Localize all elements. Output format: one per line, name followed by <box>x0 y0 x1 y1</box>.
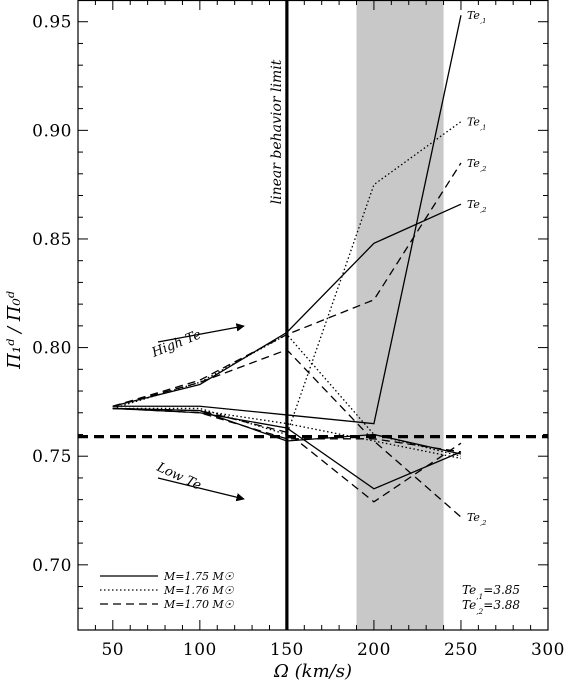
x-tick-label: 100 <box>183 640 217 660</box>
x-tick-label: 200 <box>357 640 391 660</box>
axis-labels: Ω (km/s) Π₁ᵈ / Π₀ᵈ <box>4 290 352 681</box>
series-line-dashed-10 <box>112 407 462 453</box>
x-axis-label: Ω (km/s) <box>273 661 352 681</box>
legend-label: M=1.70 M☉ <box>163 598 235 611</box>
y-tick-label: 0.80 <box>32 339 72 359</box>
y-tick-label: 0.90 <box>32 121 72 141</box>
linear-limit-label: linear behavior limit <box>269 59 285 204</box>
legend-label: M=1.76 M☉ <box>163 584 235 597</box>
high-te-label: High Te <box>149 327 204 361</box>
reference-lines: linear behavior limit <box>78 0 548 630</box>
low-te-arrow <box>157 477 245 502</box>
te1-value: Te,1=3.85 <box>462 583 520 601</box>
x-tick-label: 300 <box>531 640 565 660</box>
high-te-arrow <box>157 323 245 343</box>
legend: M=1.75 M☉M=1.76 M☉M=1.70 M☉ <box>100 570 235 611</box>
series-line-dotted-6 <box>112 407 462 460</box>
line-end-label: Te,2 <box>467 157 487 173</box>
low-te-label: Low Te <box>153 460 203 494</box>
x-tick-label: 150 <box>270 640 304 660</box>
shaded-band-rect <box>356 0 444 630</box>
legend-label: M=1.75 M☉ <box>163 570 235 583</box>
y-tick-label: 0.85 <box>32 230 72 250</box>
line-end-label: Te,2 <box>467 198 487 214</box>
series-line-dotted-5 <box>112 333 462 457</box>
annotations: Te,1 Te,1 Te,2 Te,2 Te,2 High Te Low Te Te,1=3.… <box>149 9 520 615</box>
shaded-band <box>356 0 444 630</box>
y-tick-label: 0.75 <box>32 447 72 467</box>
axis-ticks: 50 100 150 200 250 300 0.70 0.75 0.80 0.85 0.90 0.9… <box>32 0 565 660</box>
y-axis-label: Π₁ᵈ / Π₀ᵈ <box>4 290 25 370</box>
x-tick-label: 250 <box>444 640 478 660</box>
y-tick-label: 0.70 <box>32 556 72 576</box>
x-tick-label: 50 <box>101 640 124 660</box>
line-end-label: Te,1 <box>467 116 487 132</box>
line-end-label: Te,1 <box>467 9 487 25</box>
te2-value: Te,2=3.88 <box>462 598 520 616</box>
y-tick-label: 0.95 <box>32 13 72 33</box>
line-end-label: Te,2 <box>467 511 487 527</box>
plot-frame <box>77 0 549 631</box>
